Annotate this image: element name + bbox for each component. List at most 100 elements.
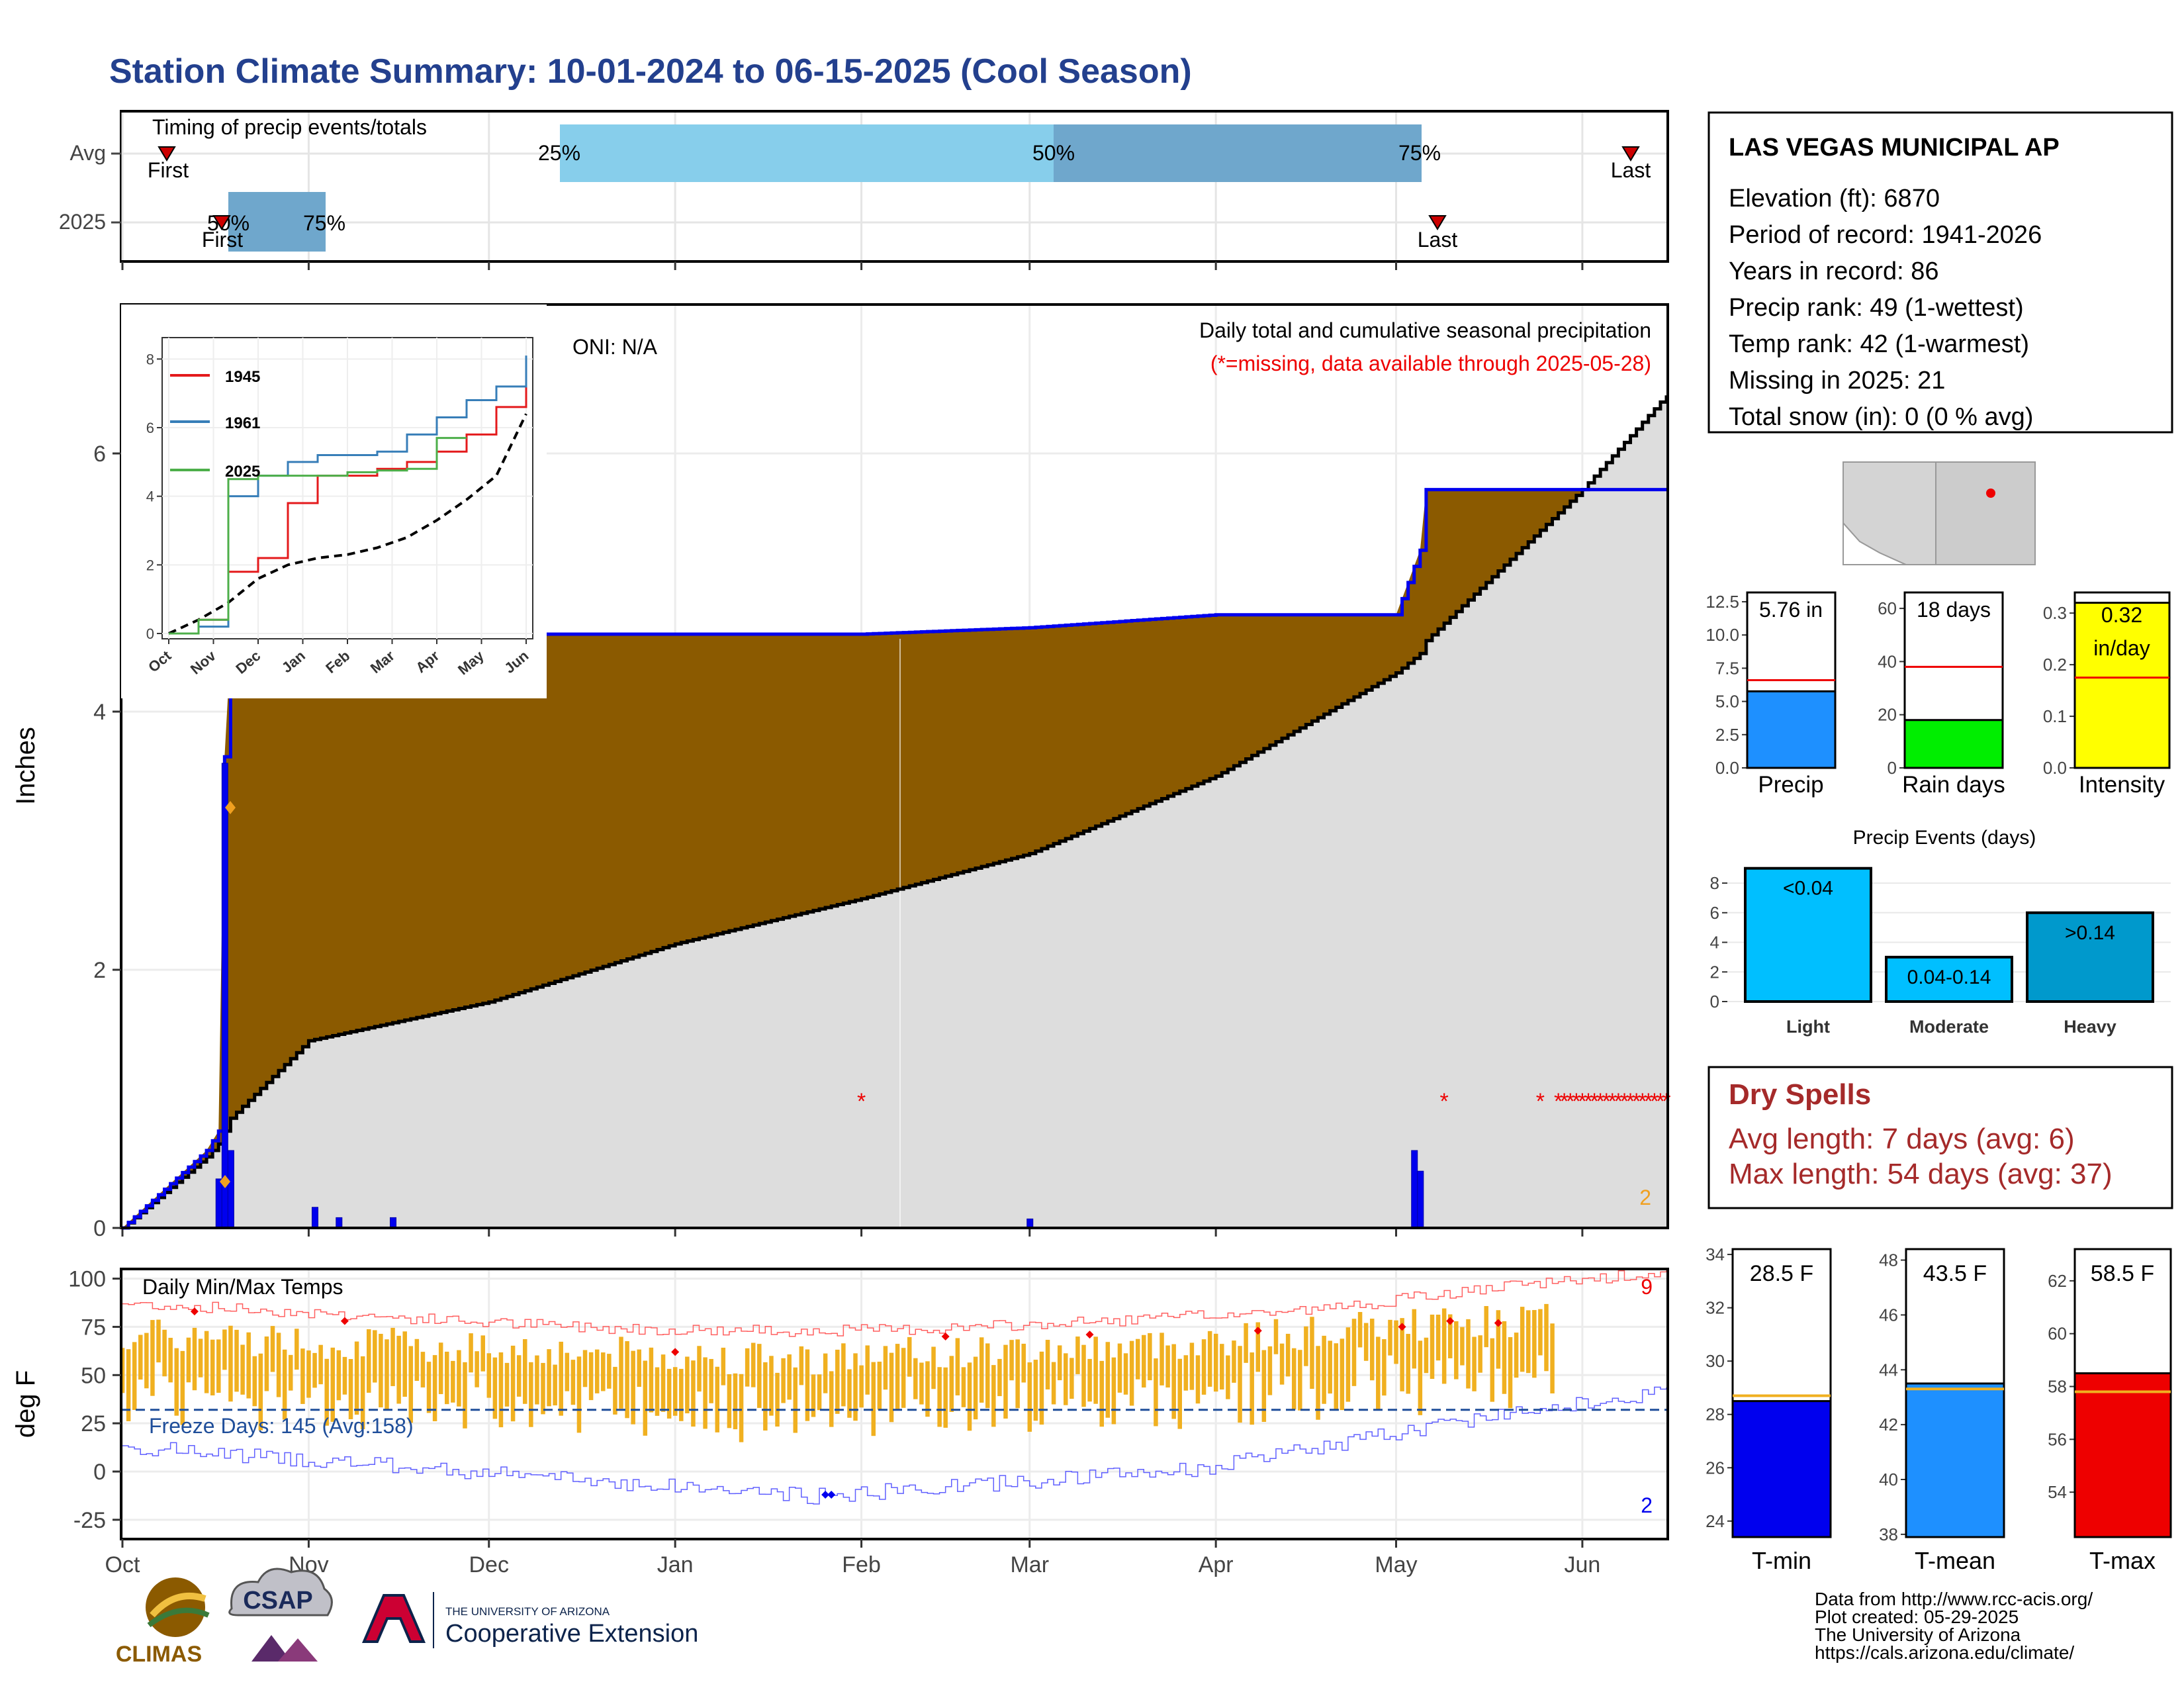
sb-rain-ytick-label: 20 (1878, 705, 1897, 725)
daily-temp-bar (685, 1356, 690, 1414)
orange-diamond-2 (220, 1175, 230, 1188)
inset-2025-line (169, 437, 467, 635)
daily-temp-bar (1033, 1360, 1038, 1421)
daily-temp-bar (637, 1349, 641, 1387)
daily-precip-bar (1417, 1170, 1424, 1229)
tb-tmean-ytick-label: 38 (1879, 1524, 1898, 1544)
sb-rain-ytick-label: 0 (1888, 758, 1897, 778)
events-category-label: Moderate (1909, 1017, 1989, 1037)
daily-temp-bar (1532, 1310, 1537, 1378)
daily-temp-bar (270, 1326, 275, 1372)
daily-temp-bar (324, 1358, 329, 1426)
temp-ytick-label: -25 (73, 1508, 106, 1533)
daily-temp-bar (396, 1335, 401, 1404)
missing-marker: * (1602, 1089, 1611, 1114)
tb-tmean-ytick-label: 42 (1879, 1415, 1898, 1434)
daily-temp-bar (805, 1349, 810, 1421)
daily-temp-bar (625, 1341, 629, 1419)
daily-temp-bar (168, 1337, 173, 1383)
daily-temp-bar (1472, 1336, 1477, 1391)
daily-temp-bar (565, 1352, 570, 1391)
temp-ytick-label: 0 (93, 1460, 106, 1485)
daily-temp-bar (672, 1367, 678, 1416)
timing-2025-75-label: 75% (303, 211, 345, 235)
precip-ytick-label: 2 (93, 958, 106, 983)
daily-temp-bar (1526, 1310, 1531, 1374)
sb-int-ytick-label: 0.3 (2043, 603, 2067, 623)
daily-temp-bar (853, 1353, 858, 1421)
events-bar-label: 0.04-0.14 (1907, 966, 1991, 988)
page-title: Station Climate Summary: 10-01-2024 to 0… (109, 52, 1192, 91)
missing-marker: * (1578, 1089, 1586, 1114)
dry-spells-box: Dry Spells Avg length: 7 days (avg: 6) M… (1707, 1066, 2173, 1209)
inset-legend-1945: 1945 (225, 368, 260, 386)
tb-tmin-ytick-label: 28 (1706, 1405, 1725, 1425)
daily-precip-bar (390, 1217, 397, 1229)
daily-temp-bar (390, 1327, 395, 1386)
tb-tmean-ytick-label: 44 (1879, 1360, 1898, 1380)
daily-precip-bar (221, 763, 228, 1229)
daily-temp-bar (1261, 1350, 1267, 1423)
station-line-1: Elevation (ft): 6870 (1729, 185, 1940, 212)
tmean-bar: 48 46 44 42 40 38 43.5 F T-mean (1879, 1248, 2005, 1574)
daily-temp-bar (691, 1360, 696, 1427)
daily-temp-bar (709, 1358, 713, 1403)
daily-temp-bar (300, 1348, 305, 1404)
daily-temp-bar (1279, 1343, 1285, 1385)
inset-ytick-label: 6 (146, 420, 154, 436)
daily-temp-bar (781, 1358, 786, 1403)
daily-temp-bar (192, 1327, 197, 1391)
missing-marker: * (1572, 1089, 1580, 1114)
daily-temp-bar (847, 1369, 852, 1418)
daily-temp-bar (1267, 1346, 1273, 1395)
timing-row-avg: Avg (69, 141, 106, 165)
station-line-5: Temp rank: 42 (1-warmest) (1729, 330, 2029, 358)
daily-precip-bar (227, 1150, 234, 1229)
daily-temp-bar (949, 1356, 954, 1412)
csap-logo-text: CSAP (243, 1587, 313, 1615)
daily-temp-bar (619, 1336, 623, 1409)
daily-temp-bar (985, 1343, 990, 1409)
timing-2025-last-marker (1428, 215, 1447, 230)
ua-logo: THE UNIVERSITY OF ARIZONA Cooperative Ex… (361, 1592, 698, 1648)
daily-temp-bar (817, 1374, 822, 1411)
timing-2025-bar (228, 192, 326, 252)
daily-temp-bar (997, 1358, 1002, 1397)
precip-total-fill (1746, 690, 1837, 769)
daily-temp-bar (919, 1362, 924, 1405)
daily-temp-bar (1322, 1335, 1326, 1404)
daily-precip-bar (1411, 1150, 1418, 1229)
events-bar (2026, 911, 2154, 1003)
daily-temp-bar (1406, 1334, 1410, 1394)
daily-temp-bar (1003, 1344, 1008, 1419)
footer-line-2: Plot created: 05-29-2025 (1815, 1607, 2019, 1627)
daily-temp-bar (1123, 1353, 1128, 1395)
daily-temp-bar (925, 1361, 930, 1417)
rain-days-bar: 60 40 20 0 18 days Rain days (1878, 591, 2005, 798)
tb-tmin-ytick-label: 30 (1706, 1351, 1725, 1371)
precip-total-bar: 12.5 10.0 7.5 5.0 2.5 0.0 5.76 in Precip (1706, 591, 1837, 798)
daily-temp-bar (1376, 1336, 1381, 1411)
sb-int-ytick-label: 0.0 (2043, 758, 2067, 778)
daily-temp-bar (420, 1352, 426, 1387)
daily-temp-bar (1075, 1336, 1080, 1374)
timing-avg-75-label: 75% (1398, 141, 1441, 165)
precip-annotation-title: Daily total and cumulative seasonal prec… (1199, 318, 1651, 342)
daily-temp-bar (1496, 1310, 1501, 1369)
daily-temp-bar (1430, 1314, 1435, 1380)
daily-temp-bar (240, 1344, 245, 1395)
tb-tmax-ytick-label: 60 (2048, 1324, 2067, 1344)
events-category-label: Light (1786, 1017, 1830, 1037)
daily-temp-bar (1466, 1319, 1471, 1389)
daily-temp-bar (1363, 1323, 1369, 1361)
tb-tmean-ytick-label: 40 (1879, 1470, 1898, 1489)
daily-temp-bar (312, 1352, 317, 1388)
daily-temp-bar (1382, 1339, 1387, 1396)
daily-temp-bar (901, 1348, 906, 1408)
temp-ytick-label: 50 (81, 1363, 106, 1388)
station-line-2: Period of record: 1941-2026 (1729, 221, 2042, 249)
sb-int-ytick-label: 0.2 (2043, 655, 2067, 675)
missing-marker: * (1644, 1089, 1653, 1114)
daily-temp-bar (1057, 1345, 1062, 1381)
inset-ytick-label: 4 (146, 489, 154, 505)
